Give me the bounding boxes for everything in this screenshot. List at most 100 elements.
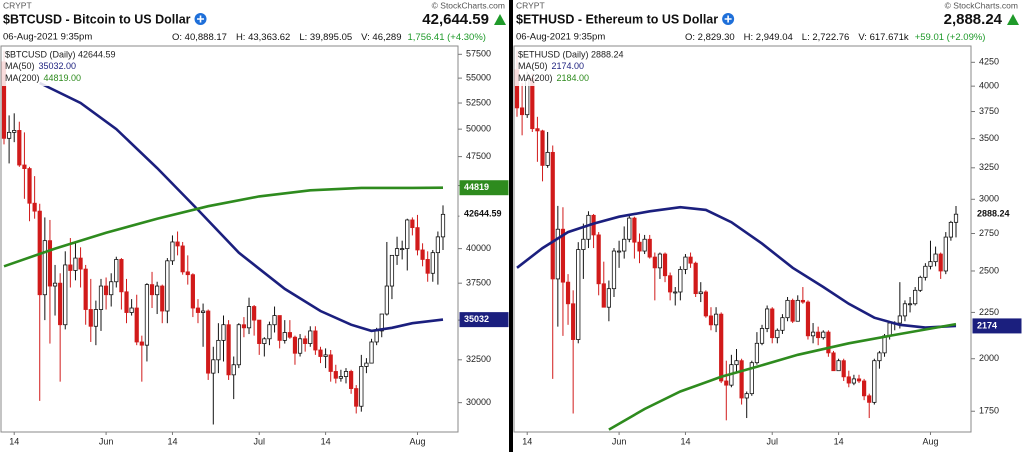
candle-body (902, 303, 908, 317)
quote: O: 40,888.17 H: 43,363.62 L: 39,895.05 V: 4… (172, 32, 486, 43)
credit: © StockCharts.com (945, 0, 1018, 10)
legend-value: 2174.00 (552, 61, 585, 71)
candle-body (606, 288, 611, 308)
candle-body (616, 250, 622, 253)
candle-body (678, 269, 683, 293)
legend-title: $ETHUSD (Daily) 2888.24 (518, 49, 624, 59)
legend-entry: MA(200) 2184.00 (518, 73, 589, 83)
candle-body (272, 315, 277, 326)
candle-body (236, 324, 241, 366)
candle-body (805, 301, 811, 337)
candle-body (693, 262, 698, 295)
candle-body (333, 371, 338, 379)
candle-body (698, 291, 703, 295)
candle-body (719, 313, 724, 382)
chart-title: $ETHUSD - Ethereum to US Dollar (516, 12, 718, 26)
candle-body (754, 342, 760, 364)
info-icon-plus (724, 15, 732, 23)
candle-body (58, 282, 63, 326)
candle-body (872, 360, 877, 403)
candle-body (790, 299, 795, 322)
moving-average (608, 322, 957, 431)
y-tick-label: 57500 (466, 49, 491, 59)
candle-body (425, 259, 430, 274)
candle-body (688, 256, 693, 264)
candle-body (713, 313, 719, 326)
x-tick-label: 14 (167, 436, 177, 446)
y-tick-label: 3750 (979, 106, 999, 116)
candle-body (596, 234, 601, 285)
candle-body (149, 284, 155, 296)
candle-body (642, 238, 647, 252)
candle-body (734, 360, 739, 366)
candle-body (862, 380, 867, 397)
candle-body (816, 331, 821, 339)
candle-body (581, 238, 586, 250)
candle-body (836, 360, 841, 372)
candle-body (601, 283, 606, 308)
value-badge-label: 42644.59 (464, 209, 502, 219)
legend-name: MA(50) (518, 61, 548, 71)
candle-body (765, 308, 770, 329)
x-tick-label: 14 (834, 436, 844, 446)
legend-entry: MA(50) 2174.00 (518, 61, 584, 71)
candle-body (323, 354, 328, 357)
candle-body (374, 330, 379, 343)
candle-body (576, 249, 581, 340)
legend-box (2, 47, 112, 86)
candle-body (231, 364, 236, 376)
candle-body (32, 202, 37, 212)
candle-body (637, 241, 642, 252)
up-arrow (494, 14, 506, 25)
legend-name: MA(200) (518, 73, 553, 83)
candle-body (565, 281, 571, 305)
candle-body (795, 299, 800, 322)
candle-body (430, 252, 435, 274)
x-tick-label: Aug (409, 436, 425, 446)
y-tick-label: 55000 (466, 72, 491, 82)
candle-body (724, 380, 729, 386)
candle-body (369, 341, 374, 364)
candle-body (165, 260, 170, 312)
y-tick-label: 3250 (979, 162, 999, 172)
candle-body (775, 329, 780, 339)
value-badge-label: 2888.24 (977, 209, 1010, 219)
legend-entry: MA(200) 44819.00 (5, 73, 81, 83)
candle-body (749, 362, 754, 395)
candle-body (195, 307, 201, 313)
candle-body (221, 324, 226, 341)
chart-title: $BTCUSD - Bitcoin to US Dollar (3, 12, 191, 26)
candle-body (98, 285, 104, 310)
candle-body (379, 313, 384, 332)
y-tick-label: 2000 (979, 353, 999, 363)
candle-body (7, 131, 12, 139)
candle-body (657, 253, 663, 269)
candle-body (180, 245, 185, 273)
candle-body (216, 339, 221, 361)
moving-average (3, 186, 444, 268)
candle-body (571, 303, 576, 340)
y-tick-label: 3500 (979, 133, 999, 143)
y-tick-label: 2250 (979, 307, 999, 317)
candle-body (241, 324, 247, 329)
candle-body (303, 338, 308, 344)
plot (514, 50, 959, 431)
candle-body (267, 324, 272, 340)
value-badge (459, 312, 509, 328)
candle-body (73, 257, 78, 271)
candle-body (124, 291, 129, 313)
candle-body (652, 256, 657, 269)
candle-body (800, 299, 805, 303)
x-tick-label: 14 (9, 436, 19, 446)
quote-item: L: 2,722.76 (802, 32, 850, 43)
candle-body (810, 331, 816, 337)
quote-item: L: 39,895.05 (299, 32, 352, 43)
last-price: 42,644.59 (422, 11, 489, 28)
candle-body (410, 219, 415, 229)
candle-body (27, 168, 32, 204)
candle-body (550, 151, 555, 280)
moving-average (516, 205, 957, 329)
y-tick-label: 4250 (979, 57, 999, 67)
panel-divider (509, 0, 513, 452)
